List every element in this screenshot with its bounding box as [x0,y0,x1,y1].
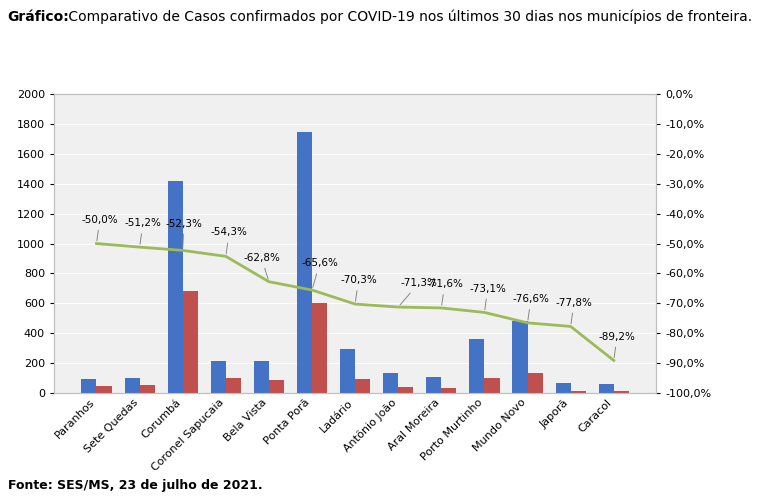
Variação [307,287,317,293]
Variação [480,310,489,316]
Bar [211,361,225,393]
Variação [264,279,273,285]
Text: -73,1%: -73,1% [469,284,506,310]
Bar [513,321,527,393]
Text: Fonte: SES/MS, 23 de julho de 2021.: Fonte: SES/MS, 23 de julho de 2021. [8,479,262,492]
Bar [225,378,241,393]
Bar [355,379,371,393]
Text: -52,3%: -52,3% [165,219,202,248]
Text: -70,3%: -70,3% [340,275,377,301]
Bar [297,132,312,393]
Variação [178,248,188,253]
Bar [442,388,456,393]
Text: -50,0%: -50,0% [81,215,118,241]
Bar [269,380,284,393]
Bar [571,391,586,393]
Bar [398,387,413,393]
Bar [96,386,112,393]
Text: -71,6%: -71,6% [426,279,463,305]
Bar [556,383,571,393]
Bar [312,303,327,393]
Text: -77,8%: -77,8% [556,298,592,324]
Bar [168,181,183,393]
Bar [124,378,140,393]
Bar [527,373,543,393]
Bar [614,392,629,393]
Text: Comparativo de Casos confirmados por COVID-19 nos últimos 30 dias nos municípios: Comparativo de Casos confirmados por COV… [65,10,753,24]
Variação [566,324,575,330]
Bar [340,349,355,393]
Text: -71,3%: -71,3% [400,278,437,305]
Text: -54,3%: -54,3% [211,228,248,253]
Text: -76,6%: -76,6% [513,294,550,320]
Variação [92,241,101,247]
Text: -65,6%: -65,6% [301,258,338,287]
Variação [221,253,230,259]
Bar [598,384,614,393]
Bar [183,291,198,393]
Bar [383,373,398,393]
Bar [426,377,442,393]
Variação [437,305,446,311]
Variação [350,301,360,307]
Bar [469,339,485,393]
Bar [81,379,96,393]
Line: Variação: Variação [96,244,614,360]
Variação [394,304,403,310]
Text: -62,8%: -62,8% [243,253,280,279]
Text: Gráfico:: Gráfico: [8,10,69,24]
Text: -89,2%: -89,2% [598,331,635,358]
Bar [254,361,269,393]
Bar [140,385,154,393]
Variação [523,320,532,326]
Text: -51,2%: -51,2% [124,218,161,245]
Variação [609,357,618,363]
Variação [135,244,144,250]
Bar [485,378,499,393]
